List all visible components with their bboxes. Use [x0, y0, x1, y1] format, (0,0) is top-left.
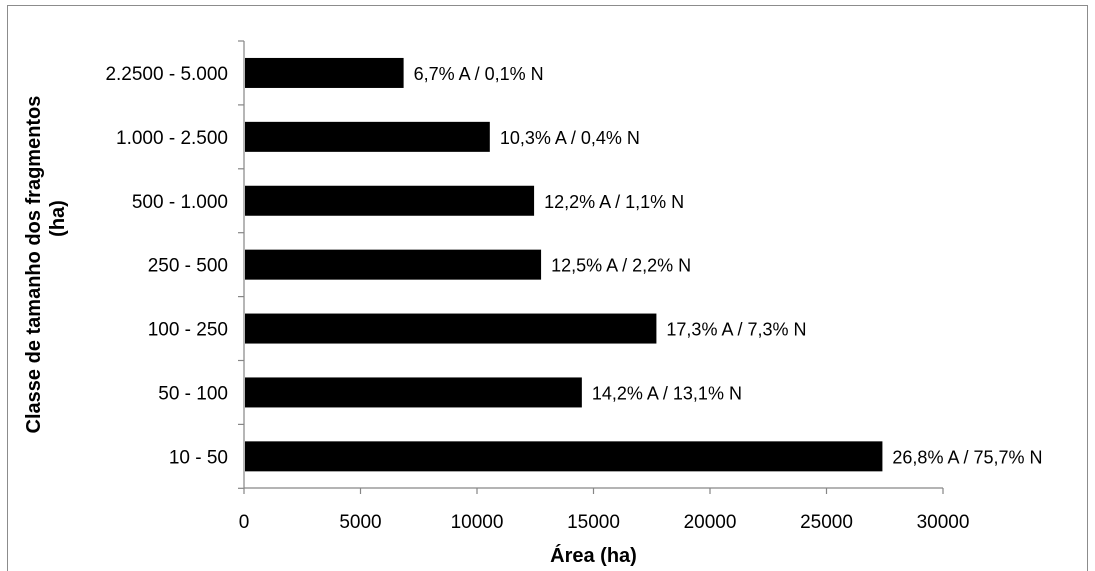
x-tick-label: 20000 [684, 512, 737, 533]
y-tick-label: 500 - 1.000 [132, 192, 228, 213]
y-axis-title: Classe de tamanho dos fragmentos (ha) [23, 96, 69, 434]
data-label: 14,2% A / 13,1% N [592, 383, 742, 403]
y-tick-label: 1.000 - 2.500 [116, 128, 228, 149]
y-axis-title-line-2: (ha) [47, 200, 69, 237]
bar [245, 313, 657, 344]
data-label: 26,8% A / 75,7% N [892, 447, 1042, 467]
x-tick-label: 30000 [917, 512, 970, 533]
data-label: 12,5% A / 2,2% N [551, 256, 691, 276]
x-tick-label: 5000 [339, 512, 381, 533]
data-label: 12,2% A / 1,1% N [544, 192, 684, 212]
y-tick-label: 2.2500 - 5.000 [105, 64, 228, 85]
y-tick-label: 10 - 50 [169, 447, 228, 468]
x-tick-label: 15000 [567, 512, 620, 533]
y-tick-label: 50 - 100 [158, 383, 228, 404]
y-tick-label: 100 - 250 [148, 320, 228, 341]
bar [245, 57, 404, 88]
chart-frame [7, 5, 1088, 571]
data-label: 6,7% A / 0,1% N [414, 64, 544, 84]
data-label: 10,3% A / 0,4% N [500, 128, 640, 148]
x-axis-title: Área (ha) [550, 544, 637, 567]
x-tick-label: 0 [239, 512, 250, 533]
bar [245, 249, 542, 280]
x-tick-label: 25000 [800, 512, 853, 533]
bar [245, 441, 883, 472]
bar [245, 185, 535, 216]
x-tick-label: 10000 [451, 512, 504, 533]
y-axis-title-line-1: Classe de tamanho dos fragmentos [23, 96, 45, 434]
bars-group: 26,8% A / 75,7% N 14,2% A / 13,1% N 17,3% … [245, 57, 1043, 472]
bar [245, 121, 490, 152]
bar [245, 377, 582, 408]
data-label: 17,3% A / 7,3% N [666, 320, 806, 340]
y-tick-label: 250 - 500 [148, 256, 228, 277]
axes-group: 10 - 50 50 - 100 100 - 250 250 - 500 500 - 1… [105, 40, 970, 533]
